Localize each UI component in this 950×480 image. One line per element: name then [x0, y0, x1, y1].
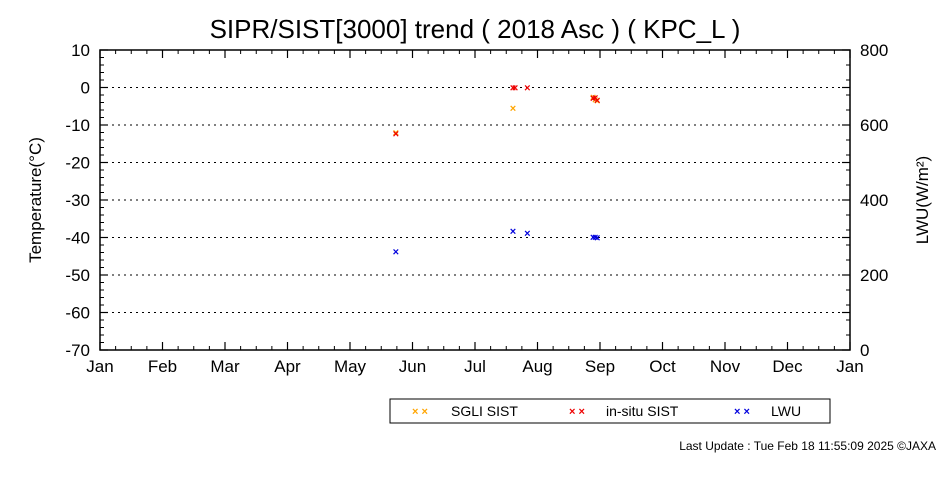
data-point: × [512, 83, 518, 95]
data-point: × [590, 93, 596, 105]
y-axis-label: Temperature(°C) [26, 137, 45, 263]
data-point: × [592, 95, 598, 107]
legend-marker: × × [569, 406, 585, 418]
data-point: × [590, 92, 596, 104]
data-point: × [592, 92, 598, 104]
legend-marker: × × [412, 406, 428, 418]
data-point: × [592, 232, 598, 244]
y-tick-label: 10 [71, 41, 90, 60]
y-tick-label: -60 [65, 304, 90, 323]
x-tick-label: Mar [210, 357, 240, 376]
legend-label: in-situ SIST [606, 403, 679, 419]
x-tick-label: Apr [274, 357, 301, 376]
y-tick-label: -10 [65, 116, 90, 135]
y2-tick-label: 200 [860, 266, 888, 285]
data-point: × [594, 233, 600, 245]
y-tick-label: 0 [81, 79, 90, 98]
y2-axis-label: LWU(W/m²) [913, 156, 932, 244]
x-tick-label: Nov [710, 357, 741, 376]
legend-marker: × × [734, 406, 750, 418]
x-tick-label: Jan [86, 357, 113, 376]
grid-lines [100, 87, 850, 313]
x-tick-label: Oct [649, 357, 676, 376]
x-tick-label: Dec [772, 357, 803, 376]
y-tick-label: -50 [65, 266, 90, 285]
data-point: × [594, 96, 600, 108]
footer-text: Last Update : Tue Feb 18 11:55:09 2025 ©… [679, 439, 936, 453]
legend: × × SGLI SIST × × in-situ SIST × × LWU [389, 398, 831, 424]
x-tick-label: Jan [836, 357, 863, 376]
tick-labels: 100-10-20-30-40-50-60-708006004002000Jan… [65, 41, 888, 376]
axis-ticks [99, 49, 851, 351]
y2-tick-label: 600 [860, 116, 888, 135]
data-point: × [393, 129, 399, 141]
y-tick-label: -30 [65, 191, 90, 210]
data-point: × [524, 83, 530, 95]
data-points: ×××××××× ×××××× × ××× [393, 83, 601, 259]
x-tick-label: Jun [399, 357, 426, 376]
x-tick-label: Aug [522, 357, 552, 376]
data-point: × [524, 228, 530, 240]
data-point: × [590, 232, 596, 244]
data-point: × [393, 128, 399, 140]
y2-tick-label: 0 [860, 341, 869, 360]
y-tick-label: -40 [65, 229, 90, 248]
data-point: × [510, 103, 516, 115]
data-point: × [393, 246, 399, 258]
x-tick-label: Jul [464, 357, 486, 376]
x-tick-label: May [334, 357, 367, 376]
y2-tick-label: 800 [860, 41, 888, 60]
x-tick-label: Feb [148, 357, 177, 376]
x-tick-label: Sep [585, 357, 615, 376]
chart-title: SIPR/SIST[3000] trend ( 2018 Asc ) ( KPC… [210, 14, 741, 44]
y-tick-label: -70 [65, 341, 90, 360]
data-point: × [510, 226, 516, 238]
legend-label: LWU [771, 403, 801, 419]
y-tick-label: -20 [65, 154, 90, 173]
data-point: × [510, 83, 516, 95]
legend-items: × × SGLI SIST × × in-situ SIST × × LWU [412, 403, 801, 419]
y2-tick-label: 400 [860, 191, 888, 210]
data-point: × [594, 95, 600, 107]
legend-label: SGLI SIST [451, 403, 518, 419]
legend-box [389, 398, 831, 424]
